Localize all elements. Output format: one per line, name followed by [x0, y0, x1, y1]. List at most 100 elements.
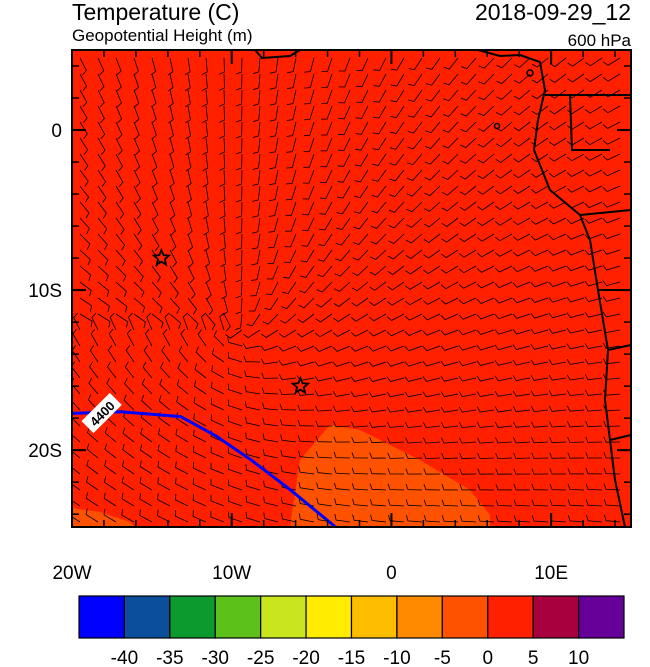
wind-barb: [352, 498, 369, 507]
wind-barb: [177, 362, 189, 379]
wind-barb: [175, 461, 189, 475]
wind-barb: [424, 137, 441, 149]
wind-barb: [109, 312, 117, 331]
wind-barb: [103, 492, 117, 507]
field-overlays: [72, 50, 631, 527]
wind-barb: [458, 345, 477, 351]
wind-barb: [314, 345, 333, 352]
wind-barb: [279, 403, 297, 411]
wind-barb: [133, 265, 144, 283]
wind-barb: [567, 57, 585, 67]
title: Temperature (C): [72, 0, 239, 25]
wind-barb: [79, 313, 93, 328]
wind-barb: [423, 483, 441, 491]
wind-barb: [278, 374, 297, 381]
colorbar-box: [78, 595, 126, 639]
wind-barb: [585, 499, 603, 507]
wind-barb: [476, 391, 495, 397]
wind-barb: [548, 328, 567, 334]
wind-barb: [351, 452, 369, 459]
wind-barb: [549, 137, 567, 146]
wind-barb: [284, 233, 297, 248]
wind-barb: [494, 281, 513, 289]
wind-barb: [201, 73, 208, 91]
wind-barb: [602, 121, 621, 129]
wind-barb: [441, 437, 459, 444]
wind-barb: [210, 414, 225, 427]
wind-barb: [263, 480, 279, 491]
wind-barb: [250, 265, 261, 281]
wind-barb: [72, 410, 81, 427]
wind-barb: [405, 281, 423, 290]
wind-barb: [286, 89, 297, 105]
wind-barb: [440, 406, 459, 413]
wind-barb: [530, 297, 549, 303]
wind-barb: [338, 105, 351, 120]
wind-barb: [283, 249, 297, 264]
wind-barb: [386, 391, 405, 398]
wind-barb: [72, 427, 81, 443]
wind-barb: [387, 249, 405, 260]
wind-barb: [121, 476, 135, 491]
wind-barb: [235, 297, 243, 315]
wind-barb: [460, 73, 477, 85]
wind-barb: [371, 185, 387, 198]
wind-barb: [334, 482, 351, 491]
wind-barb: [321, 57, 333, 72]
wind-barb: [115, 265, 127, 282]
colorbar-box: [487, 595, 534, 639]
wind-barb: [140, 427, 153, 443]
wind-barb: [332, 361, 351, 367]
wind-barb: [86, 459, 99, 475]
wind-barb: [72, 516, 81, 523]
wind-barb: [133, 201, 142, 220]
wind-barb: [495, 468, 513, 475]
wind-barb: [440, 281, 459, 290]
wind-barb: [368, 376, 387, 382]
wind-barb: [315, 405, 333, 412]
wind-barb: [602, 296, 621, 302]
colorbar-box: [260, 595, 307, 639]
wind-barb: [566, 312, 585, 318]
wind-barb: [405, 468, 423, 475]
wind-barb: [531, 105, 549, 115]
wind-barb: [422, 361, 441, 367]
wind-barb: [441, 484, 459, 491]
wind-barb: [371, 201, 387, 214]
wind-barb: [168, 105, 174, 124]
wind-barb: [548, 265, 567, 272]
wind-barb: [477, 499, 495, 507]
wind-barb: [477, 453, 495, 460]
wind-barb: [202, 137, 209, 156]
colorbar-box: [396, 595, 443, 639]
wind-barb: [422, 329, 441, 336]
wind-barb: [202, 105, 208, 124]
wind-barb: [567, 436, 585, 443]
wind-barb: [151, 153, 158, 172]
wind-barb: [406, 217, 423, 228]
wind-barb: [184, 73, 191, 92]
wind-barb: [164, 312, 171, 331]
wind-barb: [386, 313, 405, 321]
wind-barb: [512, 328, 531, 335]
wind-barb: [245, 416, 261, 427]
wind-barb: [530, 406, 549, 413]
wind-barb: [245, 480, 261, 491]
wind-barb: [566, 249, 585, 256]
wind-barb: [584, 296, 603, 303]
wind-barb: [144, 328, 153, 347]
wind-barb: [442, 137, 459, 149]
wind-barb: [368, 329, 387, 337]
wind-barb: [192, 494, 207, 507]
wind-barb: [320, 121, 333, 136]
wind-barb: [168, 121, 174, 140]
wind-barb: [79, 73, 88, 92]
wind-barb: [338, 121, 351, 136]
wind-barb: [584, 137, 603, 146]
wind-barb: [440, 391, 459, 398]
wind-barb: [264, 297, 279, 311]
wind-barb: [406, 169, 423, 181]
wind-barb: [350, 391, 369, 398]
wind-barb: [440, 360, 459, 367]
wind-barb: [151, 169, 158, 188]
